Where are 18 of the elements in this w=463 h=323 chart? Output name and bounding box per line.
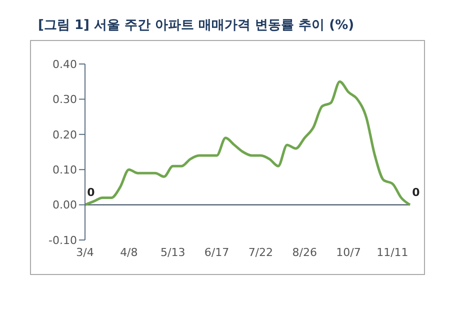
x-tick-label: 6/17 [204, 246, 230, 259]
y-tick-label: 0.20 [52, 128, 77, 142]
x-tick-label: 5/13 [160, 246, 186, 259]
x-tick-label: 8/26 [292, 246, 317, 259]
x-tick-label: 10/7 [336, 246, 361, 259]
line-series [84, 80, 412, 206]
y-tick-label: 0.00 [52, 198, 77, 212]
y-tick-label: -0.10 [48, 234, 77, 247]
data-label: 0 [87, 186, 96, 199]
x-tick-label: 7/22 [248, 246, 274, 259]
y-tick-label: 0.30 [52, 93, 77, 106]
y-tick-label: 0.10 [52, 164, 77, 177]
x-tick-label: 4/8 [120, 246, 138, 259]
x-tick-label: 3/4 [76, 246, 94, 259]
chart-title: [그림 1] 서울 주간 아파트 매매가격 변동률 추이 (%) [38, 17, 354, 34]
x-tick-label: 11/11 [376, 246, 408, 259]
y-tick-label: 0.40 [52, 58, 77, 71]
data-label: 0 [412, 186, 420, 199]
